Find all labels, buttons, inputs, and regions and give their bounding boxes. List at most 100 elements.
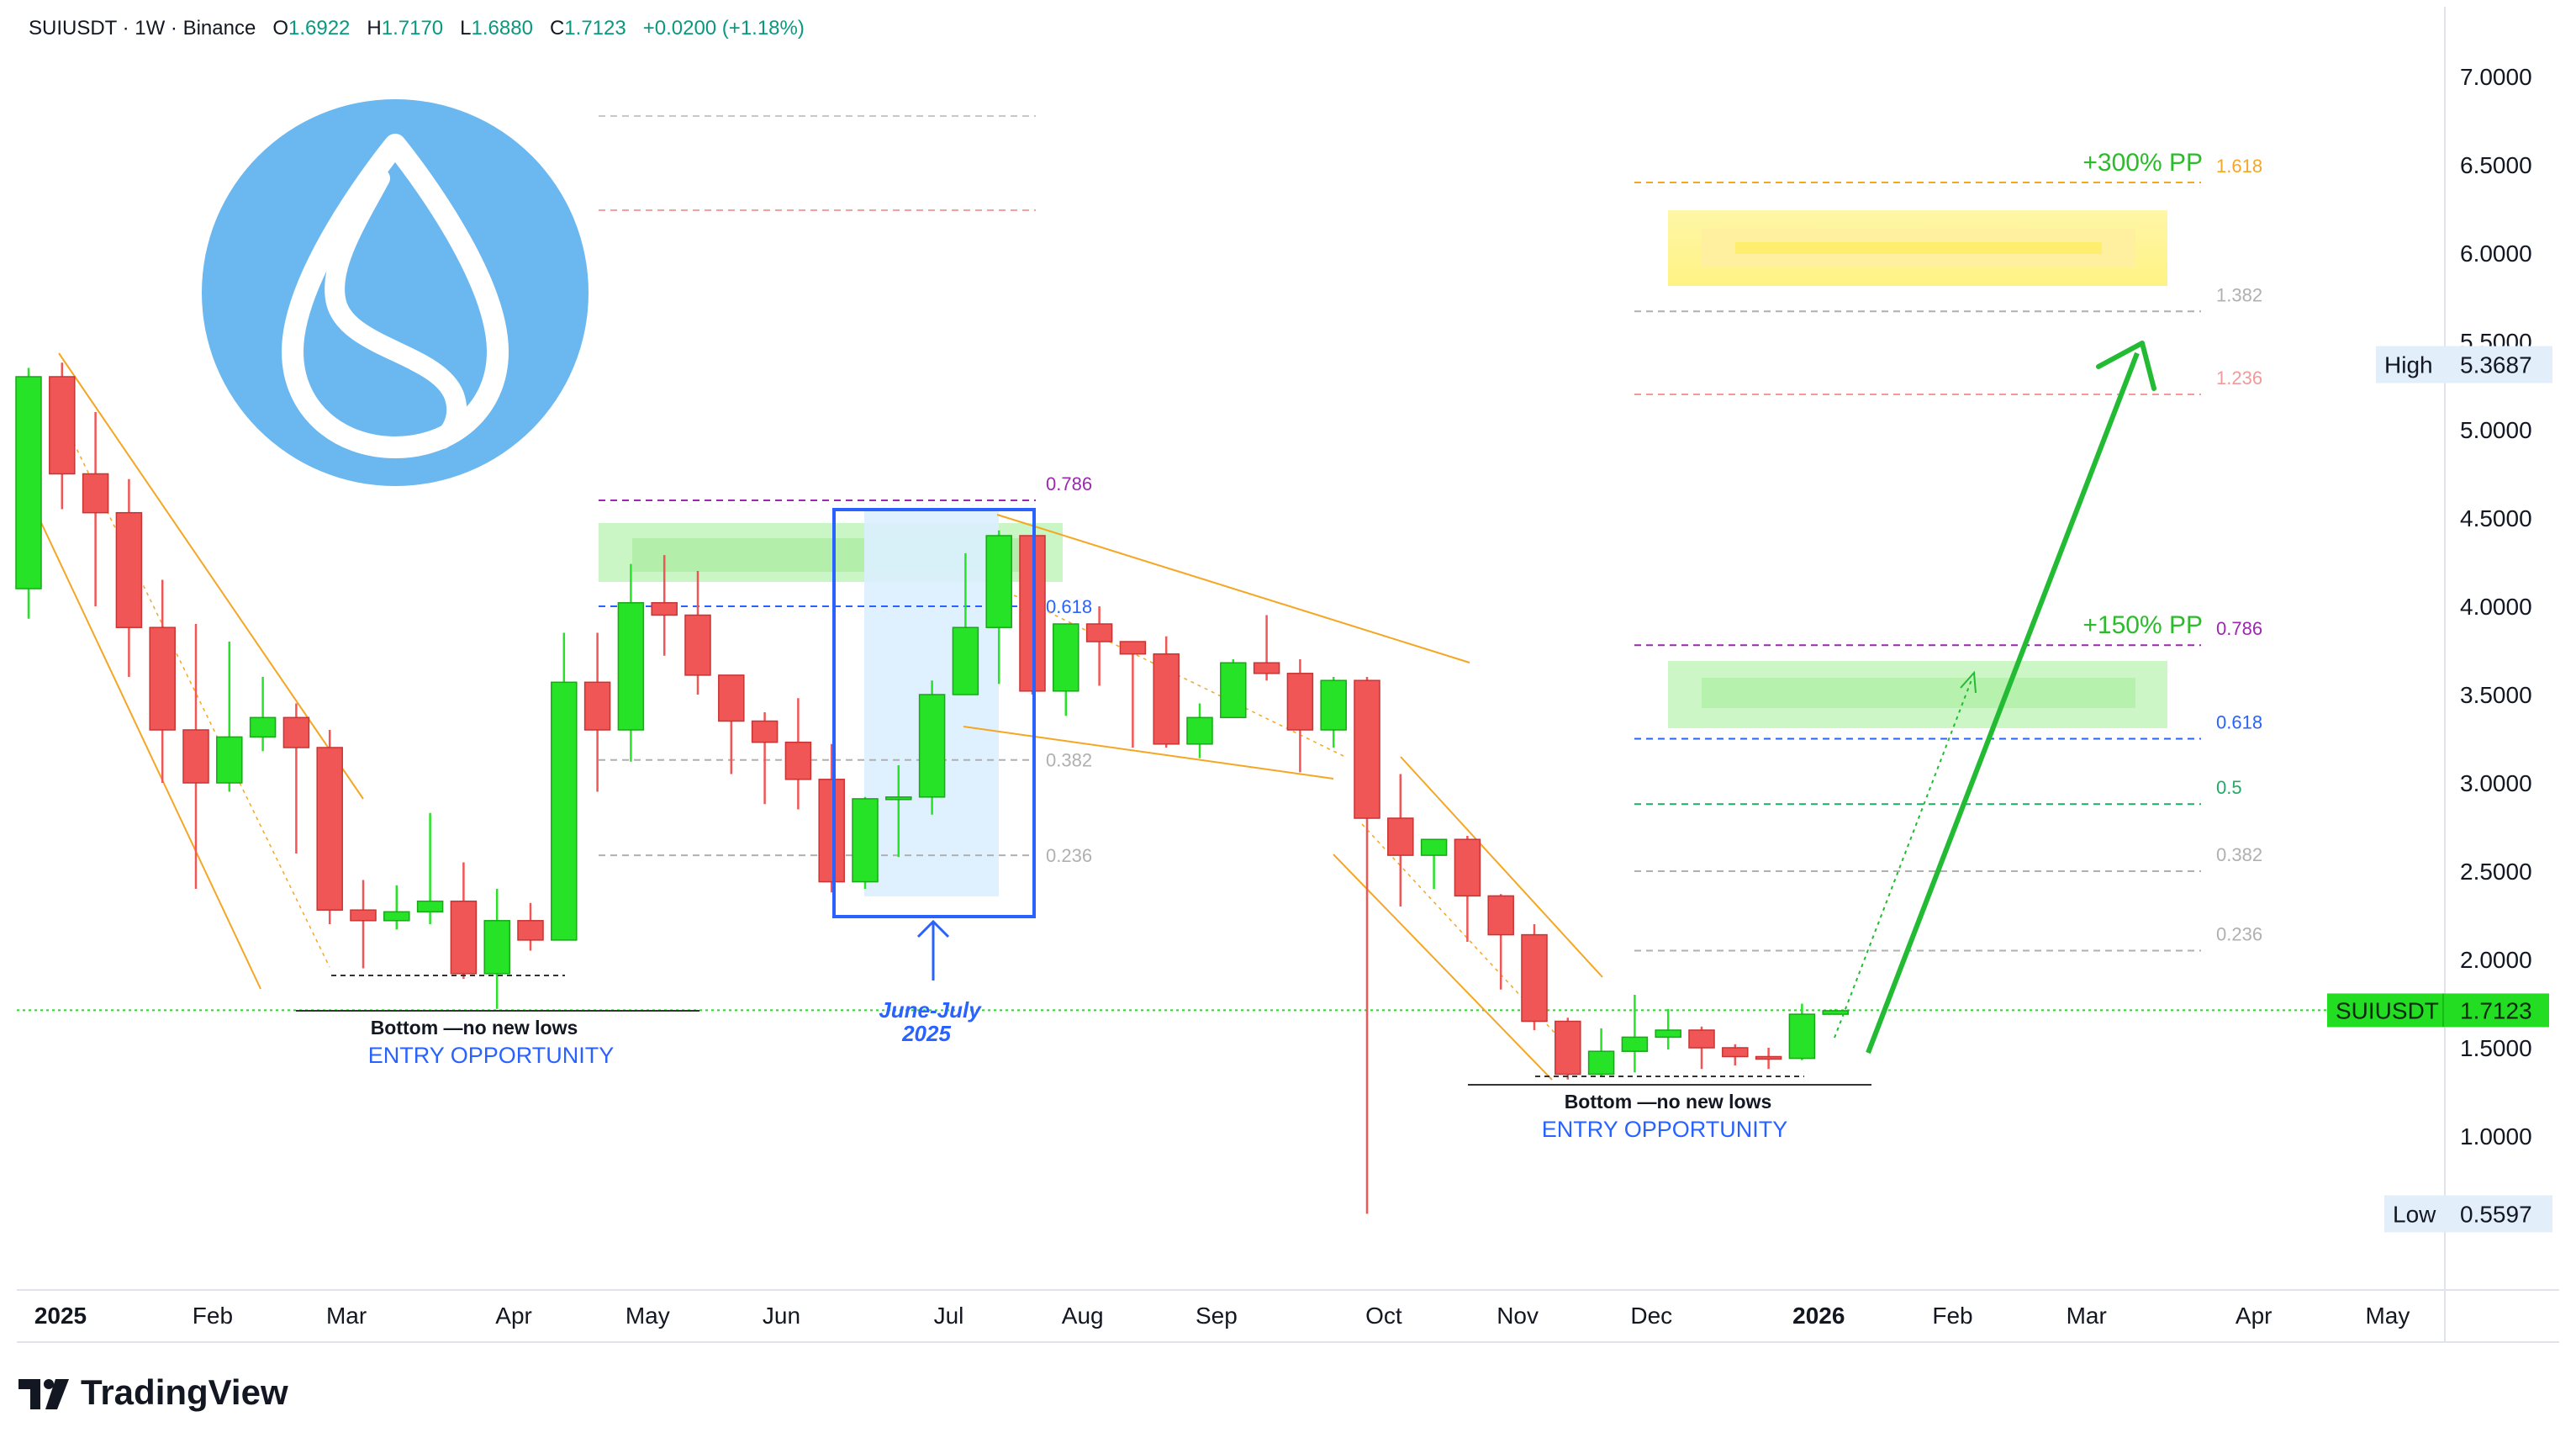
candle-body <box>1722 1047 1749 1058</box>
target-fib-label: 0.382 <box>2216 844 2262 865</box>
june-july-box <box>832 508 1036 918</box>
symbol-legend[interactable]: SUIUSDT · 1W · Binance O1.6922 H1.7170 L… <box>29 17 805 40</box>
target-fib-label: 1.618 <box>2216 156 2262 177</box>
open-label: O <box>272 17 288 40</box>
candle-body <box>1053 623 1079 692</box>
candle-body <box>350 909 377 922</box>
time-axis-label: Dec <box>1630 1303 1672 1329</box>
candle-body <box>1354 679 1380 819</box>
candle-body <box>149 626 176 731</box>
channel-line <box>58 352 364 800</box>
candle-body <box>583 681 611 731</box>
low-marker-label: Low <box>2393 1201 2436 1227</box>
price-axis-tick: 2.5000 <box>2460 859 2532 885</box>
candle-body <box>852 798 879 883</box>
candle-body <box>1253 662 1280 674</box>
price-axis-tick: 3.5000 <box>2460 682 2532 708</box>
projection-arrow-head <box>2096 341 2156 391</box>
high-value: 1.7170 <box>381 17 444 40</box>
up-arrow-head <box>916 919 950 938</box>
close-value: 1.7123 <box>564 17 626 40</box>
candle-body <box>718 674 745 722</box>
candle-body <box>1621 1036 1649 1052</box>
candle-body <box>1153 653 1180 745</box>
target-fib-label: 0.618 <box>2216 712 2262 733</box>
candle-body <box>1286 673 1314 731</box>
candle-body <box>1655 1029 1681 1039</box>
candle-body <box>1320 679 1347 731</box>
open-value: 1.6922 <box>288 17 351 40</box>
price-tag-value: 1.7123 <box>2460 997 2532 1023</box>
candle-body <box>1688 1029 1715 1049</box>
june-july-year-label: 2025 <box>901 1021 951 1046</box>
candle-body <box>316 747 343 911</box>
time-axis-label: Jul <box>934 1303 964 1329</box>
time-axis-label: Sep <box>1196 1303 1238 1329</box>
time-axis-label: 2026 <box>1792 1303 1845 1329</box>
candle-body <box>651 602 678 616</box>
time-axis-label: Oct <box>1365 1303 1402 1329</box>
price-axis-tick: 7.0000 <box>2460 64 2532 90</box>
candle-body <box>1454 838 1481 897</box>
price-axis-tick: 3.0000 <box>2460 770 2532 796</box>
channel-line <box>963 726 1334 780</box>
tradingview-logo-icon <box>18 1379 69 1409</box>
high-marker-bg <box>2376 346 2552 383</box>
close-label: C <box>549 17 565 40</box>
candle-body <box>1555 1020 1581 1076</box>
tradingview-wordmark[interactable]: TradingView <box>81 1372 288 1412</box>
symbol-title[interactable]: SUIUSDT · 1W · Binance <box>29 17 256 40</box>
june-july-label: June-July <box>879 997 982 1023</box>
candle-body <box>450 900 478 975</box>
candle-body <box>1587 1050 1615 1076</box>
candle-body <box>282 716 310 748</box>
price-tag-symbol: SUIUSDT <box>2336 997 2439 1023</box>
low-label: L <box>460 17 472 40</box>
candle-body <box>952 626 979 695</box>
channel-line <box>996 514 1470 663</box>
candle-body <box>1085 623 1113 642</box>
target-zone-300-line <box>1735 242 2102 254</box>
projection-arrow-shaft <box>1866 352 2140 1054</box>
bottom-2-title: Bottom —no new lows <box>1565 1091 1772 1113</box>
candle-body <box>483 920 510 975</box>
time-axis-label: Mar <box>326 1303 367 1329</box>
change-value: +0.0200 (+1.18%) <box>642 17 805 40</box>
candle-body <box>517 920 544 941</box>
candle-body <box>918 694 946 798</box>
target-fib-label: 1.382 <box>2216 284 2262 305</box>
price-axis-tick: 2.0000 <box>2460 947 2532 973</box>
time-axis-label: Feb <box>1932 1303 1972 1329</box>
candle-body <box>383 911 410 922</box>
high-marker-value: 5.3687 <box>2460 352 2532 378</box>
time-axis-label: Apr <box>2236 1303 2272 1329</box>
low-marker-value: 0.5597 <box>2460 1201 2532 1227</box>
fib-level-label: 0.786 <box>1046 473 1092 494</box>
low-value: 1.6880 <box>471 17 533 40</box>
target-zone-150-core <box>1702 678 2135 708</box>
candle-body <box>49 376 76 475</box>
target-fib-label: 0.236 <box>2216 924 2262 945</box>
price-axis-tick: 6.5000 <box>2460 152 2532 178</box>
candle-body <box>784 741 812 780</box>
channel-line <box>1333 854 1553 1081</box>
candle-body <box>885 796 912 801</box>
candle-body <box>15 376 42 589</box>
candle-body <box>617 602 645 731</box>
target-fib-label: 1.236 <box>2216 367 2262 388</box>
candle-body <box>115 511 143 628</box>
candle-body <box>1387 817 1414 856</box>
candle-body <box>216 736 243 784</box>
candle-body <box>1119 641 1147 655</box>
bottom-1-title: Bottom —no new lows <box>371 1017 578 1039</box>
time-axis-label: Feb <box>193 1303 233 1329</box>
target-fib-label: 0.5 <box>2216 777 2242 798</box>
price-axis-tick: 1.0000 <box>2460 1123 2532 1150</box>
candle-body <box>249 716 277 738</box>
price-axis-tick: 4.5000 <box>2460 505 2532 531</box>
high-marker-label: High <box>2384 352 2433 378</box>
candle-body <box>1420 838 1448 856</box>
time-axis-label: Apr <box>495 1303 532 1329</box>
price-axis-tick: 4.0000 <box>2460 594 2532 620</box>
